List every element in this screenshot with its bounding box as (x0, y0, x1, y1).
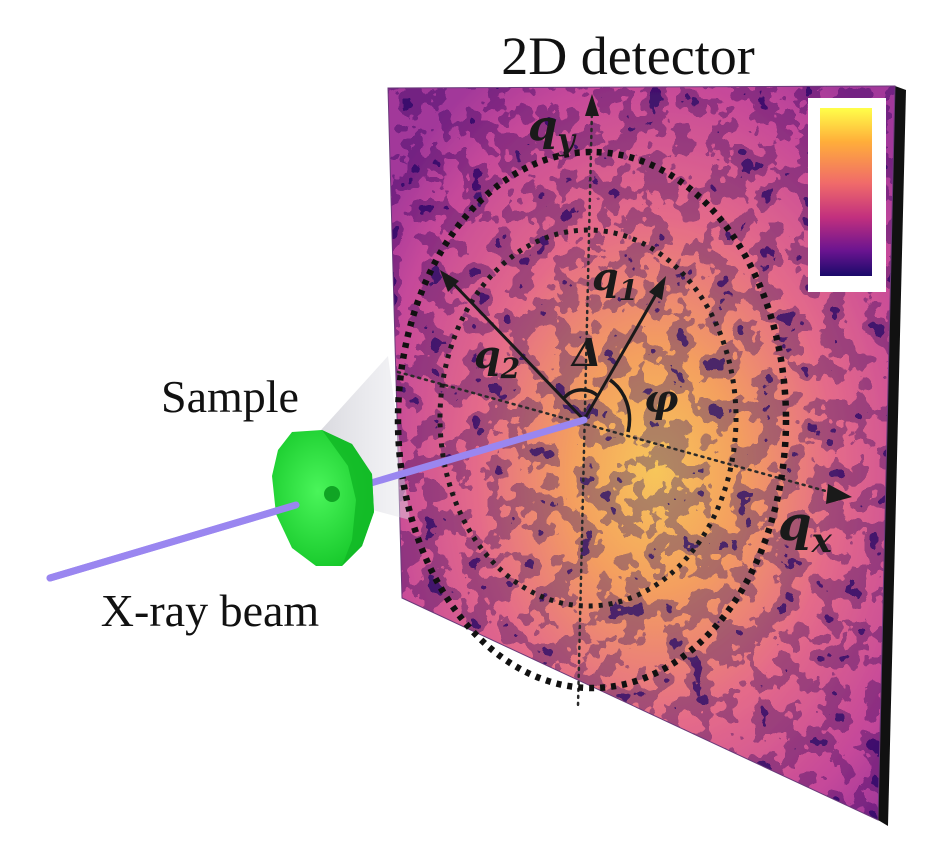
qx-arrowhead (826, 484, 852, 504)
outer-ring (394, 148, 790, 692)
q2-arrowhead (440, 270, 459, 292)
q2-vector (444, 274, 586, 422)
q1-vector (582, 283, 664, 421)
beam-label: X-ray beam (101, 585, 320, 636)
q2-label: q2 (474, 332, 520, 385)
sample-disc (272, 430, 374, 566)
qx-guide-line (396, 370, 842, 497)
detector-title: 2D detector (501, 26, 754, 86)
xray-beam-front (46, 501, 300, 582)
phi-label: φ (644, 376, 678, 421)
q1-arrowhead (649, 276, 666, 300)
qx-label: qx (778, 496, 833, 561)
delta-label: Δ (570, 330, 601, 375)
inner-ring (437, 227, 739, 609)
qy-arrowhead (585, 94, 599, 116)
delta-arc (562, 388, 600, 400)
phi-arc (608, 378, 632, 433)
sample-label: Sample (161, 371, 299, 422)
q1-label: q1 (592, 254, 638, 307)
qy-label: qy (528, 101, 577, 158)
colorbar (820, 108, 872, 276)
detector-edge (878, 86, 906, 826)
